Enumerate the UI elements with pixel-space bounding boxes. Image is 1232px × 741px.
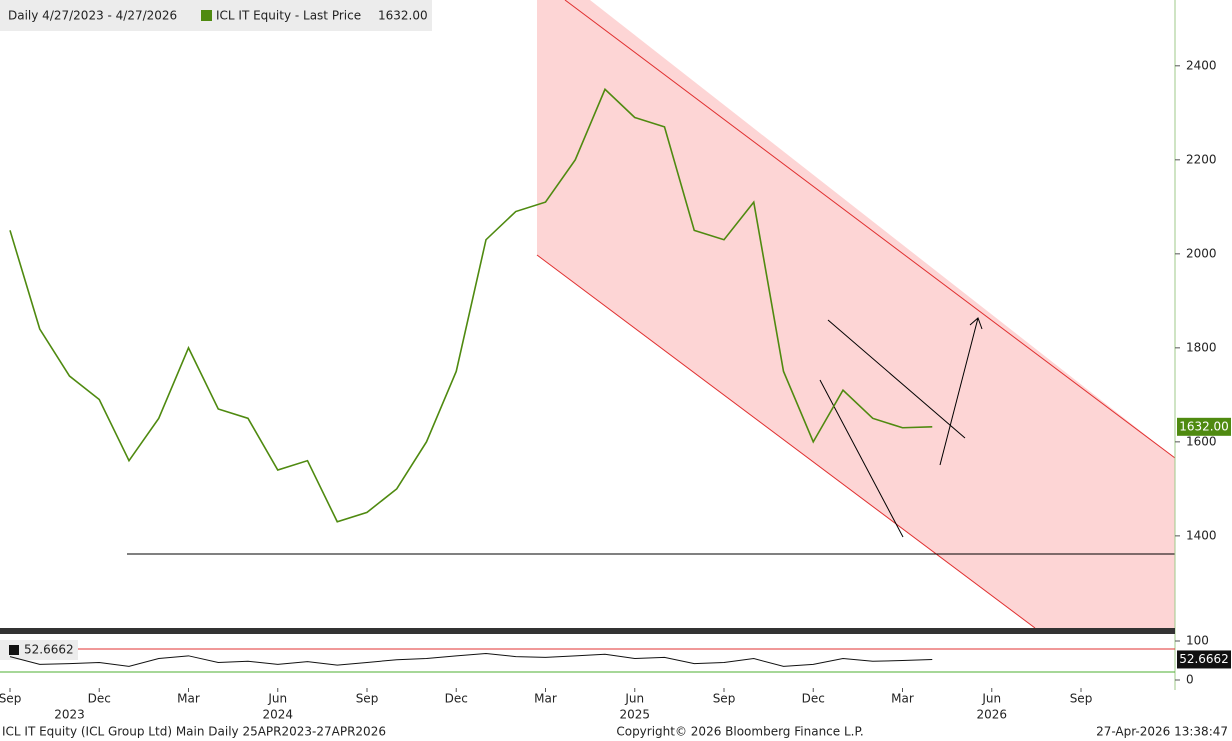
x-tick-label: Sep xyxy=(713,692,736,706)
x-tick-label: Sep xyxy=(356,692,379,706)
channel xyxy=(537,0,1175,628)
x-tick-label: Jun xyxy=(267,692,287,706)
y-tick-label: 1600 xyxy=(1186,434,1217,448)
projection-arrow xyxy=(939,317,979,466)
channel-upper xyxy=(564,0,1176,459)
y-tick-label: 1800 xyxy=(1186,340,1217,354)
header-box xyxy=(0,0,432,31)
legend-value: 1632.00 xyxy=(378,9,428,23)
footer-left: ICL IT Equity (ICL Group Ltd) Main Daily… xyxy=(2,725,386,739)
arrow-head xyxy=(969,317,983,330)
x-tick-label: Dec xyxy=(445,692,468,706)
x-tick-label: Mar xyxy=(891,692,914,706)
x-tick-label: Jun xyxy=(981,692,1001,706)
rsi-line xyxy=(9,652,933,667)
y-tick-label: 2200 xyxy=(1186,152,1217,166)
price-badge-label: 1632.00 xyxy=(1179,419,1229,433)
x-tick-label: Dec xyxy=(802,692,825,706)
trend-line xyxy=(827,319,966,439)
header: Daily 4/27/2023 - 4/27/2026 xyxy=(8,9,177,23)
footer-right: 27-Apr-2026 13:38:47 xyxy=(1096,725,1228,739)
y-tick-label: 2000 xyxy=(1186,246,1217,260)
rsi-swatch xyxy=(9,645,19,655)
legend-swatch xyxy=(201,10,212,21)
x-tick-label: Sep xyxy=(1070,692,1093,706)
price-line xyxy=(9,87,933,523)
y-tick-label: 2400 xyxy=(1186,58,1217,72)
rsi-legend-value: 52.6662 xyxy=(24,643,74,657)
year-label: 2025 xyxy=(619,708,650,722)
year-label: 2023 xyxy=(54,708,85,722)
footer-center: Copyright© 2026 Bloomberg Finance L.P. xyxy=(616,725,863,739)
rsi-badge xyxy=(1177,650,1231,669)
x-tick-label: Mar xyxy=(177,692,200,706)
x-tick-label: Jun xyxy=(624,692,644,706)
panel-divider xyxy=(0,628,1175,634)
y2-tick-label: 100 xyxy=(1186,634,1209,648)
year-label: 2024 xyxy=(262,708,293,722)
x-tick-label: Dec xyxy=(88,692,111,706)
legend-label: ICL IT Equity - Last Price xyxy=(216,9,361,23)
price-badge xyxy=(1177,417,1231,436)
year-label: 2026 xyxy=(976,708,1007,722)
rsi-legend-box xyxy=(0,640,78,660)
channel-lower xyxy=(536,254,1036,629)
x-tick-label: Mar xyxy=(534,692,557,706)
rsi-badge-label: 52.6662 xyxy=(1179,652,1229,666)
y-tick-label: 1400 xyxy=(1186,528,1217,542)
y2-tick-label: 0 xyxy=(1186,673,1194,687)
x-tick-label: Sep xyxy=(0,692,21,706)
